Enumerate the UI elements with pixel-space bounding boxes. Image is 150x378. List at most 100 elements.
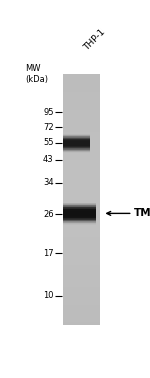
Bar [63,143,90,145]
Bar [63,307,100,310]
Bar [63,138,90,140]
Bar [63,209,100,212]
Text: MW
(kDa): MW (kDa) [25,64,48,84]
Bar [63,112,100,115]
Bar [63,150,90,153]
Bar [63,322,100,325]
Bar [63,302,100,305]
Bar [63,102,100,104]
Bar [63,199,100,202]
Bar [63,319,100,322]
Bar [63,87,100,90]
Bar [63,219,100,222]
Bar [63,297,100,300]
Bar [63,147,90,150]
Bar [63,272,100,275]
Bar [63,154,100,157]
Bar [63,92,100,94]
Bar [63,209,96,212]
Bar [63,212,96,215]
Bar [63,117,100,119]
Bar [63,137,90,139]
Bar [63,82,100,84]
Bar [63,135,90,137]
Bar [63,119,100,122]
Text: 72: 72 [43,122,54,132]
Bar [63,152,100,155]
Bar [63,149,100,152]
Bar [63,262,100,265]
Bar [63,136,90,139]
Bar [63,197,100,200]
Bar [63,202,100,204]
Bar [63,215,96,217]
Bar [63,149,90,151]
Bar [63,189,100,192]
Bar [63,144,90,146]
Bar [63,164,100,167]
Bar [63,215,96,218]
Bar [63,219,96,222]
Bar [63,304,100,307]
Bar [63,274,100,277]
Text: 43: 43 [43,155,54,164]
Bar [63,242,100,245]
Bar [63,132,100,135]
Bar [63,312,100,315]
Bar [63,206,96,209]
Bar [63,124,100,127]
Bar [63,134,100,137]
Bar [63,207,96,210]
Bar [63,217,100,220]
Text: 26: 26 [43,210,54,218]
Bar [63,257,100,260]
Bar [63,207,96,209]
Bar [63,147,90,149]
Bar [63,74,100,77]
Bar [63,139,100,142]
Bar [63,249,100,252]
Bar [63,214,100,217]
Bar [63,221,96,224]
Bar [63,222,100,225]
Bar [63,139,90,142]
Bar [63,225,100,227]
Bar [63,109,100,112]
Bar [63,208,96,211]
Bar [63,157,100,160]
Bar [63,222,96,225]
Bar [63,84,100,87]
Bar [63,144,90,147]
Bar [63,205,96,208]
Bar [63,137,100,139]
Bar [63,127,100,130]
Text: TMS1: TMS1 [134,208,150,218]
Bar [63,292,100,295]
Bar [63,213,96,216]
Bar [63,237,100,240]
Bar [63,294,100,297]
Bar [63,140,90,143]
Bar [63,97,100,99]
Bar [63,203,96,206]
Bar [63,107,100,110]
Bar [63,187,100,190]
Bar [63,227,100,230]
Bar [63,259,100,262]
Bar [63,139,90,141]
Bar [63,204,96,207]
Text: 10: 10 [43,291,54,301]
Bar [63,149,90,152]
Bar [63,140,90,143]
Bar [63,167,100,170]
Bar [63,277,100,280]
Bar [63,203,96,206]
Bar [63,179,100,182]
Bar [63,138,90,141]
Bar [63,245,100,247]
Bar [63,172,100,175]
Bar [63,135,90,138]
Bar [63,141,90,144]
Bar [63,310,100,312]
Bar [63,150,90,152]
